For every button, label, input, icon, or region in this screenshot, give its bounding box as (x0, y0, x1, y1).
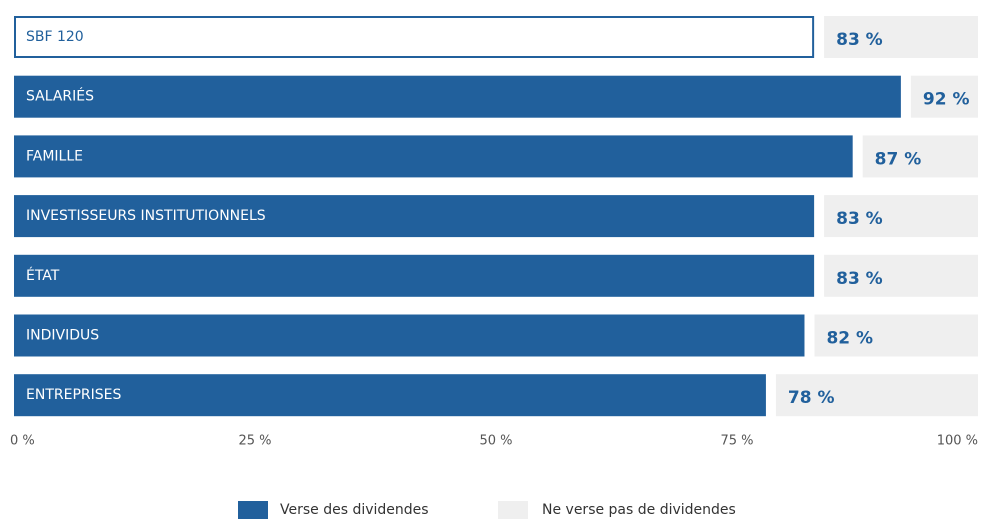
category-label: FAMILLE (26, 148, 83, 164)
bar (14, 254, 815, 297)
bar (824, 195, 978, 238)
value-label: 83 % (836, 209, 883, 229)
x-tick-label: 0 % (10, 434, 35, 449)
x-tick-label: 25 % (238, 434, 271, 449)
value-label: 82 % (826, 329, 873, 349)
value-label: 87 % (875, 149, 922, 169)
bar (824, 254, 978, 297)
category-label: INVESTISSEURS INSTITUTIONNELS (26, 208, 266, 224)
bar (14, 195, 815, 238)
bar (14, 374, 766, 417)
bar (824, 16, 978, 58)
value-label: 83 % (836, 30, 883, 50)
category-label: SBF 120 (26, 29, 84, 45)
value-label: 92 % (923, 90, 970, 110)
legend-swatch (238, 501, 268, 519)
x-tick-label: 100 % (937, 434, 978, 449)
bar (862, 135, 978, 178)
x-tick-label: 50 % (479, 434, 512, 449)
value-label: 78 % (788, 388, 835, 408)
legend-label: Verse des dividendes (280, 502, 429, 518)
legend-label: Ne verse pas de dividendes (542, 502, 736, 518)
x-tick-label: 75 % (720, 434, 753, 449)
bar (814, 314, 978, 357)
category-label: INDIVIDUS (26, 328, 99, 344)
value-label: 83 % (836, 269, 883, 289)
bar (14, 314, 805, 357)
bar (775, 374, 978, 417)
bar (14, 135, 853, 178)
category-label: ENTREPRISES (26, 387, 121, 403)
category-label: SALARIÉS (26, 88, 94, 105)
bar (14, 75, 901, 118)
bar (910, 75, 978, 118)
bar (14, 16, 815, 58)
category-label: ÉTAT (26, 267, 60, 284)
legend-swatch (498, 501, 528, 519)
